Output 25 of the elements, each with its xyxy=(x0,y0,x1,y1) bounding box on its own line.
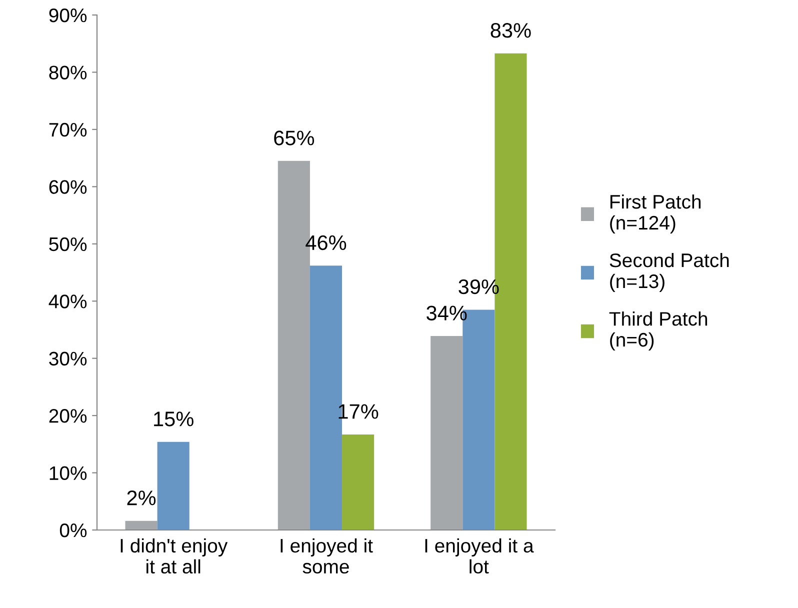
y-tick-label: 90% xyxy=(49,8,87,22)
bar xyxy=(125,520,158,530)
y-tick-label: 30% xyxy=(49,352,87,366)
bar xyxy=(157,442,190,530)
legend-label: Second Patch (n=13) xyxy=(610,252,729,292)
y-tick-label: 80% xyxy=(49,66,87,80)
bar xyxy=(430,336,463,530)
data-label: 2% xyxy=(127,490,156,506)
y-tick-label: 60% xyxy=(49,180,87,194)
y-tick-label: 50% xyxy=(49,237,87,252)
legend-label: Third Patch (n=6) xyxy=(609,311,708,351)
x-tick-label: I didn't enjoy it at all xyxy=(120,538,228,574)
data-label: 46% xyxy=(306,235,346,250)
x-tick-label: I enjoyed it a lot xyxy=(425,538,534,574)
x-tick-label: I enjoyed it some xyxy=(280,538,373,574)
bar xyxy=(342,434,374,530)
legend-label: First Patch (n=124) xyxy=(610,194,701,234)
y-tick-label: 20% xyxy=(49,409,87,423)
y-tick-label: 10% xyxy=(50,466,87,480)
y-tick-label: 0% xyxy=(60,523,87,538)
y-tick-label: 40% xyxy=(48,294,87,308)
data-label: 65% xyxy=(274,130,314,146)
y-tick-label: 70% xyxy=(49,122,87,137)
data-label: 15% xyxy=(154,412,194,426)
data-label: 83% xyxy=(490,23,531,38)
